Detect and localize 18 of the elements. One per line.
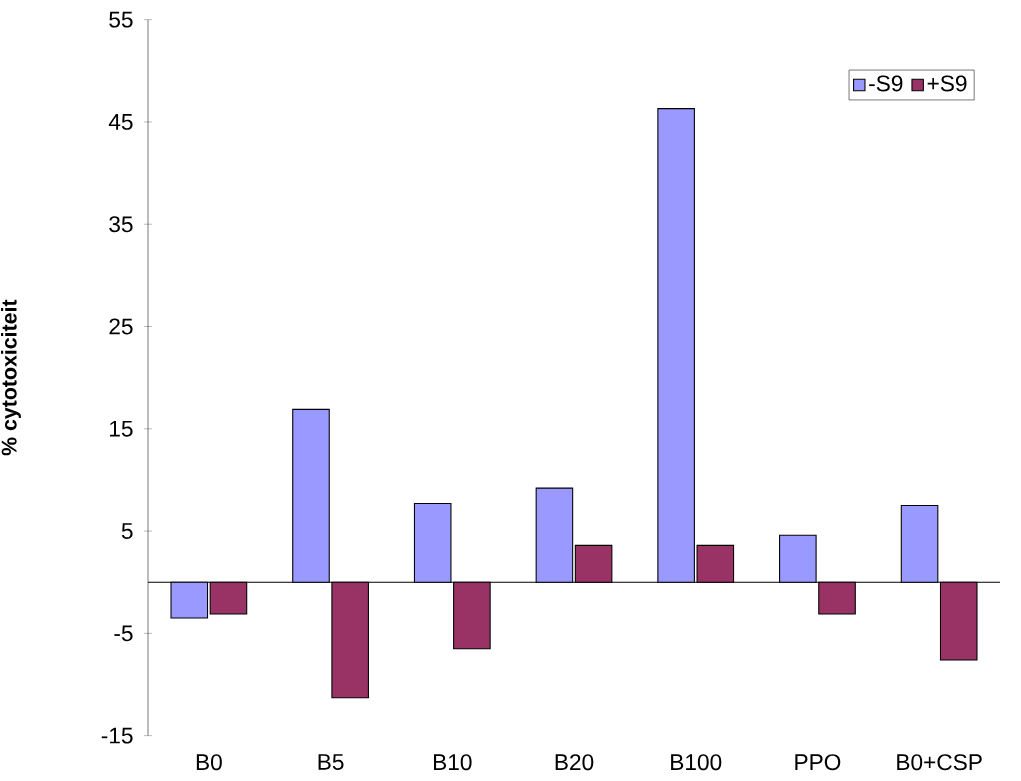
y-tick-label: 5 — [121, 523, 133, 539]
legend-label: +S9 — [927, 75, 967, 92]
x-tick-label: B100 — [671, 754, 722, 771]
y-tick-label: 25 — [109, 318, 133, 335]
y-tick-label: 35 — [109, 216, 133, 233]
legend-label: -S9 — [869, 75, 903, 92]
x-tick-label: B20 — [555, 754, 594, 771]
x-tick-label: B0+CSP — [897, 754, 982, 771]
y-tick-label: -15 — [101, 727, 133, 744]
y-axis-title: % cytotoxiciteit — [1, 299, 21, 456]
x-tick-label: B5 — [318, 754, 344, 770]
y-tick-label: 45 — [108, 114, 133, 130]
x-tick-label: PPO — [795, 754, 841, 771]
x-tick-label: B0 — [196, 754, 222, 771]
y-tick-label: -5 — [114, 625, 133, 642]
x-tick-label: B10 — [433, 754, 472, 771]
y-tick-label: 55 — [109, 11, 133, 28]
y-tick-label: 15 — [110, 420, 133, 437]
